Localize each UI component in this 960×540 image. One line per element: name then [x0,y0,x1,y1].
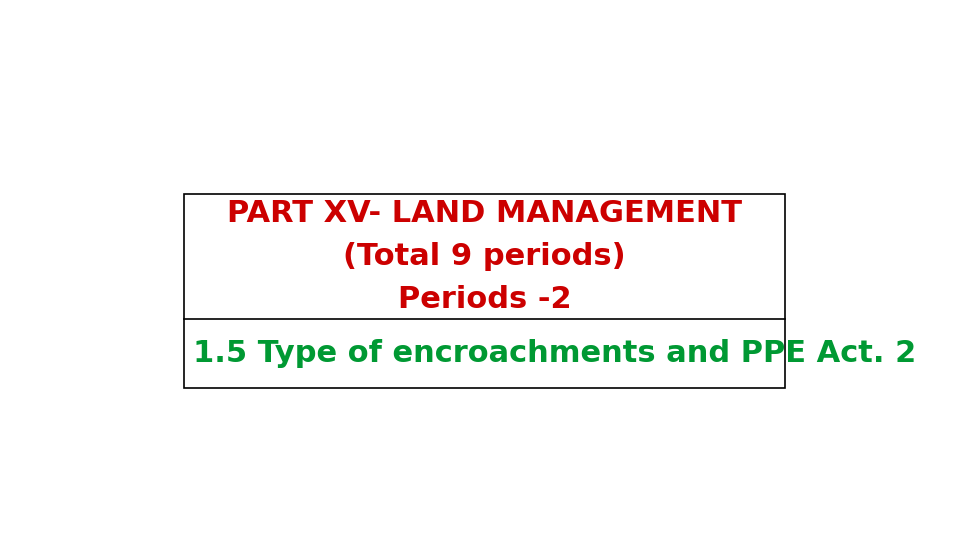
Text: 1.5 Type of encroachments and PPE Act. 2: 1.5 Type of encroachments and PPE Act. 2 [193,339,917,368]
Text: PART XV- LAND MANAGEMENT
(Total 9 periods)
Periods -2: PART XV- LAND MANAGEMENT (Total 9 period… [228,199,742,314]
Bar [184,194,785,388]
